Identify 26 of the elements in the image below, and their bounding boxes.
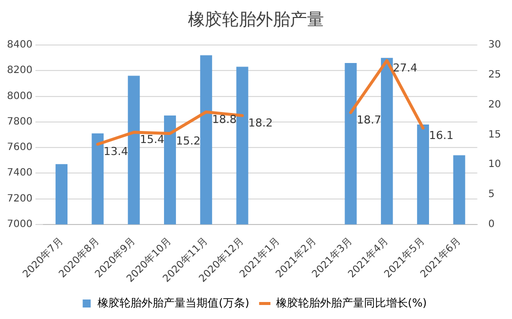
legend-label: 橡胶轮胎外胎产量同比增长(%) bbox=[276, 296, 427, 310]
data-label: 18.2 bbox=[248, 116, 273, 130]
y-tick-label: 7000 bbox=[6, 218, 32, 230]
y2-tick-label: 30 bbox=[488, 40, 502, 51]
data-label: 18.7 bbox=[356, 113, 382, 126]
y-tick-label: 7800 bbox=[6, 116, 32, 128]
y2-tick-label: 0 bbox=[488, 218, 495, 230]
chart-title: 橡胶轮胎外胎产量 bbox=[187, 9, 325, 31]
y-tick-label: 8400 bbox=[6, 40, 32, 51]
y-tick-label: 7200 bbox=[6, 193, 32, 204]
data-label: 13.4 bbox=[104, 145, 128, 158]
data-label: 15.2 bbox=[176, 134, 200, 148]
y2-tick-label: 5 bbox=[488, 189, 495, 200]
legend-label: 橡胶轮胎外胎产量当期值(万条) bbox=[98, 296, 250, 310]
y2-tick-label: 20 bbox=[488, 99, 502, 110]
y-tick-label: 8000 bbox=[6, 90, 32, 102]
y-tick-label: 7400 bbox=[6, 168, 32, 179]
y2-tick-label: 25 bbox=[488, 69, 502, 80]
y2-tick-label: 10 bbox=[488, 159, 502, 170]
y-tick-label: 8200 bbox=[6, 65, 32, 76]
data-label: 18.8 bbox=[212, 112, 237, 126]
y2-tick-label: 15 bbox=[488, 129, 502, 140]
y-tick-label: 7600 bbox=[6, 142, 32, 154]
data-label: 15.4 bbox=[140, 133, 164, 146]
data-label: 27.4 bbox=[392, 61, 418, 74]
data-label: 16.1 bbox=[429, 128, 454, 142]
